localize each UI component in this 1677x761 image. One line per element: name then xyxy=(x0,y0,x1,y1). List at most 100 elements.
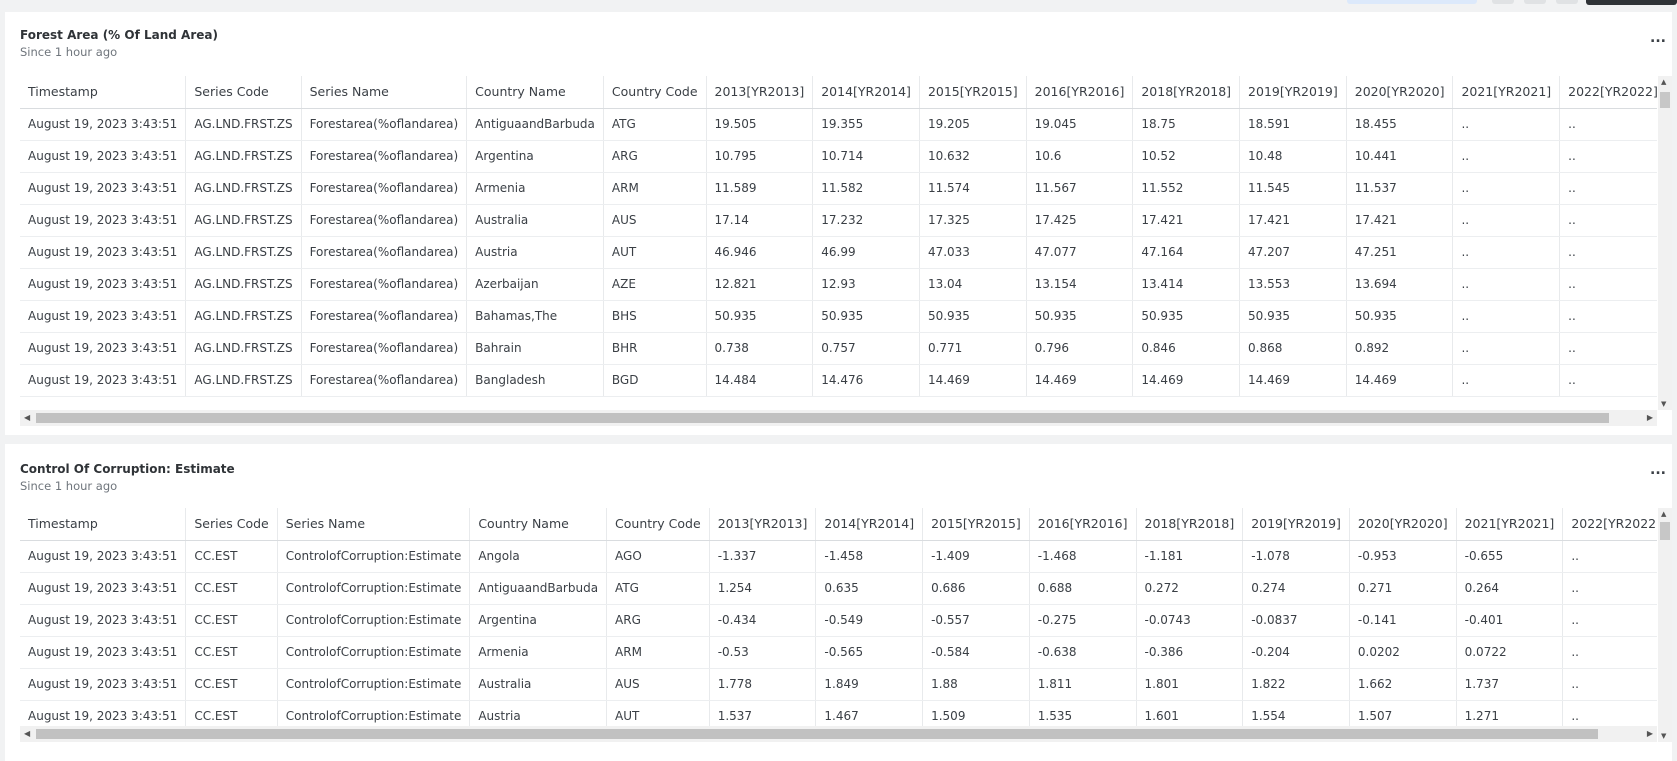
horizontal-scrollbar[interactable]: ◀ ▶ xyxy=(20,410,1657,426)
scroll-down-arrow-icon[interactable]: ▼ xyxy=(1661,732,1667,740)
column-header[interactable]: 2014[YR2014] xyxy=(812,76,920,109)
scroll-right-arrow-icon[interactable]: ▶ xyxy=(1646,413,1653,422)
table-cell: Forestarea(%oflandarea) xyxy=(301,108,468,141)
column-header[interactable]: Country Code xyxy=(606,508,710,541)
top-toolbar-primary-button[interactable] xyxy=(1586,0,1677,5)
top-toolbar-button[interactable] xyxy=(1347,0,1477,4)
table-cell: -1.468 xyxy=(1029,540,1137,573)
scroll-right-arrow-icon[interactable]: ▶ xyxy=(1646,729,1653,738)
table-row[interactable]: August 19, 2023 3:43:51 CC.EST ControlofCo… xyxy=(20,604,1657,637)
column-header[interactable]: 2018[YR2018] xyxy=(1136,508,1244,541)
column-header[interactable]: 2018[YR2018] xyxy=(1132,76,1241,109)
table-row[interactable]: August 19, 2023 3:43:51 CC.EST ControlofCo… xyxy=(20,572,1657,605)
table-cell: August 19, 2023 3:43:51 xyxy=(20,140,187,173)
table-cell: ARG xyxy=(603,140,707,173)
column-header[interactable]: 2016[YR2016] xyxy=(1026,76,1134,109)
top-toolbar-icon-button[interactable] xyxy=(1524,0,1546,4)
table-cell: .. xyxy=(1452,364,1561,397)
table-cell: 14.469 xyxy=(919,364,1027,397)
column-header[interactable]: Timestamp xyxy=(20,76,187,109)
table-row[interactable]: August 19, 2023 3:43:51 CC.EST ControlofCo… xyxy=(20,636,1657,669)
more-options-icon[interactable]: ... xyxy=(1650,462,1666,478)
scroll-up-arrow-icon[interactable]: ▲ xyxy=(1661,78,1667,86)
column-header[interactable]: 2015[YR2015] xyxy=(922,508,1030,541)
top-toolbar-icon-button[interactable] xyxy=(1556,0,1578,4)
panel-subtitle: Since 1 hour ago xyxy=(20,479,118,493)
table-row[interactable]: August 19, 2023 3:43:51 AG.LND.FRST.ZS For… xyxy=(20,332,1657,365)
table-cell: .. xyxy=(1559,364,1657,397)
scroll-down-arrow-icon[interactable]: ▼ xyxy=(1661,400,1667,408)
vertical-scroll-thumb[interactable] xyxy=(1660,92,1670,108)
table-cell: -1.409 xyxy=(922,540,1030,573)
scroll-up-arrow-icon[interactable]: ▲ xyxy=(1661,510,1667,518)
table-row[interactable]: August 19, 2023 3:43:51 AG.LND.FRST.ZS For… xyxy=(20,140,1657,173)
table-cell: 0.796 xyxy=(1026,332,1134,365)
column-header[interactable]: Series Code xyxy=(185,76,302,109)
column-header[interactable]: Country Name xyxy=(469,508,608,541)
column-header[interactable]: Country Name xyxy=(466,76,604,109)
more-options-icon[interactable]: ... xyxy=(1650,30,1666,46)
table-cell: -0.0837 xyxy=(1242,604,1350,637)
table-row[interactable]: August 19, 2023 3:43:51 AG.LND.FRST.ZS For… xyxy=(20,236,1657,269)
column-header[interactable]: 2014[YR2014] xyxy=(815,508,924,541)
table-row[interactable]: August 19, 2023 3:43:51 AG.LND.FRST.ZS For… xyxy=(20,108,1657,141)
table-cell: AG.LND.FRST.ZS xyxy=(185,140,302,173)
horizontal-scrollbar[interactable]: ◀ ▶ xyxy=(20,726,1657,742)
column-header[interactable]: 2022[YR2022] xyxy=(1559,76,1657,109)
vertical-scrollbar[interactable]: ▲ ▼ xyxy=(1658,76,1672,410)
table-cell: .. xyxy=(1559,204,1657,237)
table-cell: 1.822 xyxy=(1242,668,1350,701)
table-cell: Forestarea(%oflandarea) xyxy=(301,140,468,173)
vertical-scrollbar[interactable]: ▲ ▼ xyxy=(1658,508,1672,742)
scroll-left-arrow-icon[interactable]: ◀ xyxy=(24,729,31,738)
table-cell: -0.953 xyxy=(1349,540,1457,573)
table-cell: -0.275 xyxy=(1029,604,1137,637)
table-cell: .. xyxy=(1452,172,1561,205)
column-header[interactable]: 2022[YR2022] xyxy=(1562,508,1657,541)
column-header[interactable]: 2021[YR2021] xyxy=(1452,76,1561,109)
column-header[interactable]: Country Code xyxy=(603,76,707,109)
control-of-corruption-table-viewport: Timestamp Series Code Series Name Country N… xyxy=(20,508,1657,742)
table-row[interactable]: August 19, 2023 3:43:51 CC.EST ControlofCo… xyxy=(20,540,1657,573)
table-cell: -0.204 xyxy=(1242,636,1350,669)
column-header[interactable]: 2016[YR2016] xyxy=(1029,508,1137,541)
column-header[interactable]: Series Code xyxy=(185,508,278,541)
column-header[interactable]: 2020[YR2020] xyxy=(1346,76,1454,109)
table-cell: August 19, 2023 3:43:51 xyxy=(20,332,187,365)
table-cell: August 19, 2023 3:43:51 xyxy=(20,668,187,701)
table-row[interactable]: August 19, 2023 3:43:51 AG.LND.FRST.ZS For… xyxy=(20,172,1657,205)
top-toolbar-icon-button[interactable] xyxy=(1492,0,1514,4)
table-cell: 47.164 xyxy=(1132,236,1241,269)
table-cell: -0.557 xyxy=(922,604,1030,637)
table-row[interactable]: August 19, 2023 3:43:51 AG.LND.FRST.ZS For… xyxy=(20,268,1657,301)
table-cell: 19.045 xyxy=(1026,108,1134,141)
column-header[interactable]: 2013[YR2013] xyxy=(706,76,814,109)
column-header[interactable]: 2013[YR2013] xyxy=(709,508,817,541)
column-header[interactable]: 2020[YR2020] xyxy=(1349,508,1457,541)
table-cell: 1.849 xyxy=(815,668,924,701)
table-cell: 14.469 xyxy=(1026,364,1134,397)
table-row[interactable]: August 19, 2023 3:43:51 AG.LND.FRST.ZS For… xyxy=(20,300,1657,333)
table-cell: 50.935 xyxy=(1239,300,1347,333)
vertical-scroll-thumb[interactable] xyxy=(1660,522,1670,540)
column-header[interactable]: 2019[YR2019] xyxy=(1242,508,1350,541)
table-cell: 13.553 xyxy=(1239,268,1347,301)
horizontal-scroll-thumb[interactable] xyxy=(36,413,1609,423)
column-header[interactable]: Timestamp xyxy=(20,508,187,541)
table-cell: ControlofCorruption:Estimate xyxy=(277,572,471,605)
table-cell: Forestarea(%oflandarea) xyxy=(301,204,468,237)
table-cell: CC.EST xyxy=(185,604,278,637)
table-row[interactable]: August 19, 2023 3:43:51 AG.LND.FRST.ZS For… xyxy=(20,204,1657,237)
table-row[interactable]: August 19, 2023 3:43:51 AG.LND.FRST.ZS For… xyxy=(20,364,1657,397)
column-header[interactable]: 2021[YR2021] xyxy=(1456,508,1564,541)
column-header[interactable]: Series Name xyxy=(301,76,468,109)
table-cell: .. xyxy=(1559,300,1657,333)
column-header[interactable]: Series Name xyxy=(277,508,471,541)
table-cell: ControlofCorruption:Estimate xyxy=(277,668,471,701)
column-header[interactable]: 2015[YR2015] xyxy=(919,76,1027,109)
horizontal-scroll-thumb[interactable] xyxy=(36,729,1598,739)
table-cell: .. xyxy=(1562,604,1657,637)
table-row[interactable]: August 19, 2023 3:43:51 CC.EST ControlofCo… xyxy=(20,668,1657,701)
column-header[interactable]: 2019[YR2019] xyxy=(1239,76,1347,109)
scroll-left-arrow-icon[interactable]: ◀ xyxy=(24,413,31,422)
